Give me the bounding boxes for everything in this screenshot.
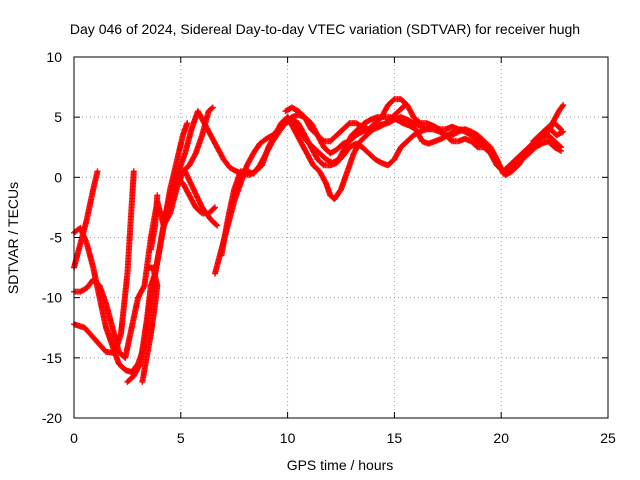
x-tick-label: 15: [387, 430, 403, 446]
data-point: [560, 102, 567, 109]
data-point: [154, 192, 161, 199]
y-tick-label: -20: [42, 410, 62, 426]
series-track-9: [182, 168, 221, 229]
data-point: [145, 264, 152, 271]
x-tick-label: 25: [600, 430, 616, 446]
series-track-13: [284, 114, 567, 178]
chart-title: Day 046 of 2024, Sidereal Day-to-day VTE…: [70, 21, 580, 37]
x-tick-label: 0: [70, 430, 78, 446]
data-point: [211, 204, 218, 211]
data-series: [71, 96, 567, 385]
x-tick-label: 10: [280, 430, 296, 446]
x-axis-label: GPS time / hours: [287, 457, 394, 473]
data-point: [209, 104, 216, 111]
y-tick-label: 0: [54, 169, 62, 185]
data-point: [214, 222, 221, 229]
data-point: [208, 105, 215, 112]
y-tick-label: 10: [46, 49, 62, 65]
data-point: [558, 129, 565, 136]
series-track-7: [145, 120, 191, 313]
data-point: [210, 205, 217, 212]
series-track-8: [147, 192, 161, 253]
data-point: [559, 103, 566, 110]
y-tick-label: -10: [42, 290, 62, 306]
y-tick-label: 5: [54, 109, 62, 125]
series-track-4: [71, 168, 137, 357]
data-point: [213, 221, 220, 228]
y-tick-label: -15: [42, 350, 62, 366]
series-track-14: [530, 102, 567, 145]
data-point: [558, 147, 565, 154]
x-tick-label: 20: [493, 430, 509, 446]
data-point: [556, 147, 563, 154]
data-point: [94, 168, 101, 175]
data-point: [434, 125, 441, 132]
data-point: [560, 128, 567, 135]
data-point: [184, 120, 191, 127]
y-tick-label: -5: [50, 230, 63, 246]
x-tick-label: 5: [177, 430, 185, 446]
y-axis-label: SDTVAR / TECUs: [5, 182, 21, 294]
axis-ticks: 0 5 10 15 20 25 -20 -15 -10 -5 0 5 10: [42, 49, 616, 446]
data-point: [130, 168, 137, 175]
